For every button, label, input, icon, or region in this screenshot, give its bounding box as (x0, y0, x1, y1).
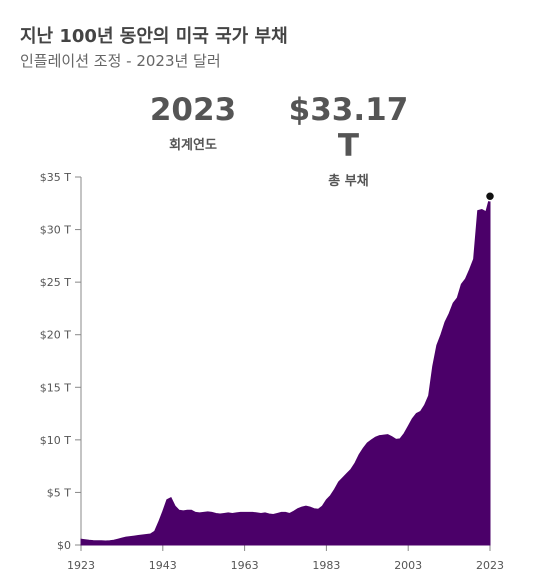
y-tick-label: $25 T (40, 276, 71, 289)
y-tick-label: $30 T (40, 224, 71, 237)
total-debt-label: 총 부채 (328, 174, 369, 189)
y-tick-label: $10 T (40, 434, 71, 447)
x-axis: 1923 1943 1963 1983 2003 2023 (67, 544, 504, 572)
fiscal-year-value: 2023 (149, 92, 237, 128)
total-debt-value: $33.17 T (288, 92, 409, 164)
stat-total-debt: $33.17 T 총 부채 (276, 92, 421, 189)
y-tick-label: $35 T (40, 171, 71, 184)
fiscal-year-label: 회계연도 (169, 138, 217, 153)
chart-subtitle: 인플레이션 조정 - 2023년 달러 (20, 52, 221, 70)
latest-point-marker (484, 190, 496, 202)
debt-area-series (80, 196, 491, 546)
x-tick-label: 1943 (149, 559, 177, 572)
y-axis: $0 $5 T $10 T $15 T $20 T $25 T $30 T $35 T (40, 171, 82, 552)
x-tick-label: 1963 (231, 559, 259, 572)
x-tick-label: 1983 (312, 559, 340, 572)
x-tick-label: 2023 (476, 559, 504, 572)
y-tick-label: $20 T (40, 329, 71, 342)
stat-fiscal-year: 2023 회계연도 (148, 92, 238, 153)
y-tick-label: $15 T (40, 381, 71, 394)
y-tick-label: $5 T (47, 486, 71, 499)
x-tick-label: 2003 (394, 559, 422, 572)
y-tick-label: $0 (57, 539, 71, 552)
x-tick-label: 1923 (67, 559, 95, 572)
chart-title: 지난 100년 동안의 미국 국가 부채 (20, 26, 288, 47)
plot-area (80, 190, 496, 546)
